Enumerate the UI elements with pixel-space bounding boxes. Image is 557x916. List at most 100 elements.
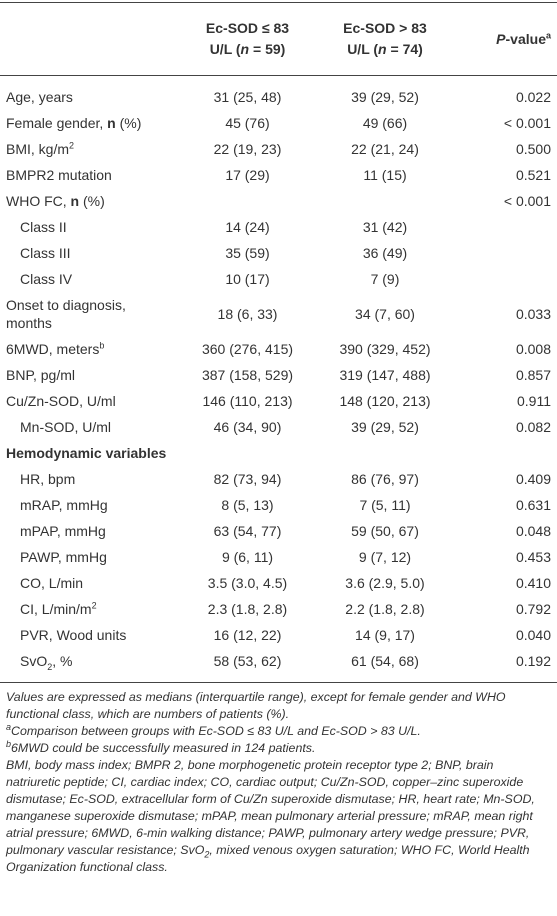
cell xyxy=(180,188,315,214)
table-row: mPAP, mmHg 63 (54, 77) 59 (50, 67) 0.048 xyxy=(0,518,557,544)
cell-text: 39 (29, 52) xyxy=(351,419,419,435)
cell xyxy=(455,440,557,466)
table-row: PAWP, mmHg 9 (6, 11) 9 (7, 12) 0.453 xyxy=(0,544,557,570)
cell-text: 10 (17) xyxy=(225,271,270,287)
row-label: CO, L/min xyxy=(0,570,180,596)
footnote-text: BMI, body mass index; BMPR 2, bone morph… xyxy=(6,758,535,857)
header-cell xyxy=(0,3,180,76)
table-row: CO, L/min 3.5 (3.0, 4.5) 3.6 (2.9, 5.0) 0.4… xyxy=(0,570,557,596)
row-label: mRAP, mmHg xyxy=(0,492,180,518)
footnote-text: b xyxy=(6,738,12,749)
cell: 8 (5, 13) xyxy=(180,492,315,518)
row-label: Mn-SOD, U/ml xyxy=(0,414,180,440)
cell-text: 7 (9) xyxy=(370,271,400,287)
cell: 0.033 xyxy=(455,292,557,336)
cell-text: 22 (21, 24) xyxy=(351,141,419,157)
cell-text: 0.453 xyxy=(515,549,551,565)
row-label: BNP, pg/ml xyxy=(0,362,180,388)
cell-text: 86 (76, 97) xyxy=(351,471,419,487)
cell: 0.911 xyxy=(455,388,557,414)
cell: 34 (7, 60) xyxy=(315,292,455,336)
cell-text: 0.033 xyxy=(515,306,551,322)
cell-text: 46 (34, 90) xyxy=(213,419,282,435)
label-text: Cu/Zn-SOD, U/ml xyxy=(6,393,116,409)
cell: 0.008 xyxy=(455,336,557,362)
table-row: BNP, pg/ml 387 (158, 529) 319 (147, 488) 0.… xyxy=(0,362,557,388)
table-row: CI, L/min/m2 2.3 (1.8, 2.8) 2.2 (1.8, 2.8)… xyxy=(0,596,557,622)
table-row: SvO2, % 58 (53, 62) 61 (54, 68) 0.192 xyxy=(0,648,557,683)
label-text: 2 xyxy=(69,140,75,151)
cell-text: 34 (7, 60) xyxy=(355,306,415,322)
cell-text: 0.410 xyxy=(515,575,551,591)
cell xyxy=(455,214,557,240)
cell: 0.048 xyxy=(455,518,557,544)
cell-text: 63 (54, 77) xyxy=(213,523,282,539)
table-row: BMI, kg/m2 22 (19, 23) 22 (21, 24) 0.500 xyxy=(0,136,557,162)
footnote-text: , mixed venous oxygen saturation; WHO FC… xyxy=(6,843,530,874)
cell-text: 0.857 xyxy=(515,367,551,383)
cell: 46 (34, 90) xyxy=(180,414,315,440)
cell-text: 17 (29) xyxy=(225,167,270,183)
cell: 22 (21, 24) xyxy=(315,136,455,162)
cell-text: 22 (19, 23) xyxy=(213,141,282,157)
cell-text: 390 (329, 452) xyxy=(339,341,431,357)
cell-text: 11 (15) xyxy=(363,167,407,183)
footnote-mark: a xyxy=(545,29,551,40)
cell: 387 (158, 529) xyxy=(180,362,315,388)
cell-text: 45 (76) xyxy=(225,115,270,131)
footnote-text: a xyxy=(6,721,12,732)
cell: 9 (6, 11) xyxy=(180,544,315,570)
cell: 14 (24) xyxy=(180,214,315,240)
footnote: BMI, body mass index; BMPR 2, bone morph… xyxy=(6,757,551,876)
label-text: CO, L/min xyxy=(20,575,84,591)
cell: < 0.001 xyxy=(455,188,557,214)
row-label: 6MWD, metersb xyxy=(0,336,180,362)
cell-text: 360 (276, 415) xyxy=(201,341,294,357)
row-label: Onset to diagnosis, months xyxy=(0,292,180,336)
row-label: Class IV xyxy=(0,266,180,292)
cell: 86 (76, 97) xyxy=(315,466,455,492)
row-label: PAWP, mmHg xyxy=(0,544,180,570)
row-label: WHO FC, n (%) xyxy=(0,188,180,214)
table-row: Mn-SOD, U/ml 46 (34, 90) 39 (29, 52) 0.082 xyxy=(0,414,557,440)
cell-text: 0.911 xyxy=(517,393,551,409)
cell: 58 (53, 62) xyxy=(180,648,315,683)
cell: 0.857 xyxy=(455,362,557,388)
cell: 0.631 xyxy=(455,492,557,518)
cell xyxy=(455,240,557,266)
label-text: 2 xyxy=(91,600,97,611)
cell: 0.022 xyxy=(455,76,557,111)
cell-text: 8 (5, 13) xyxy=(221,497,274,513)
header-text: = 74) xyxy=(386,41,423,57)
label-text: mRAP, mmHg xyxy=(20,497,108,513)
cell: 146 (110, 213) xyxy=(180,388,315,414)
label-text: n xyxy=(70,193,80,209)
row-label: Cu/Zn-SOD, U/ml xyxy=(0,388,180,414)
cell: 0.192 xyxy=(455,648,557,683)
label-text: 6MWD, meters xyxy=(6,341,100,357)
cell-text: 0.008 xyxy=(515,341,551,357)
cell: 7 (9) xyxy=(315,266,455,292)
cell: 0.792 xyxy=(455,596,557,622)
row-label: Hemodynamic variables xyxy=(0,440,180,466)
label-text: BMI, kg/m xyxy=(6,141,70,157)
cell-text: 39 (29, 52) xyxy=(351,89,419,105)
header-text: P xyxy=(496,30,506,47)
table-row: Class II 14 (24) 31 (42) xyxy=(0,214,557,240)
cell: 0.453 xyxy=(455,544,557,570)
cell: 360 (276, 415) xyxy=(180,336,315,362)
cell-text: 18 (6, 33) xyxy=(217,306,278,322)
cell xyxy=(180,440,315,466)
footnote-text: Values are expressed as medians (interqu… xyxy=(6,690,506,721)
cell-text: 319 (147, 488) xyxy=(339,367,431,383)
header-text: -value xyxy=(505,30,546,47)
row-label: SvO2, % xyxy=(0,648,180,683)
label-text: BNP, pg/ml xyxy=(6,367,75,383)
cell: 10 (17) xyxy=(180,266,315,292)
cell: 82 (73, 94) xyxy=(180,466,315,492)
cell xyxy=(315,188,455,214)
cell: 0.410 xyxy=(455,570,557,596)
label-text: Class III xyxy=(20,245,71,261)
cell-text: 9 (7, 12) xyxy=(358,549,412,565)
